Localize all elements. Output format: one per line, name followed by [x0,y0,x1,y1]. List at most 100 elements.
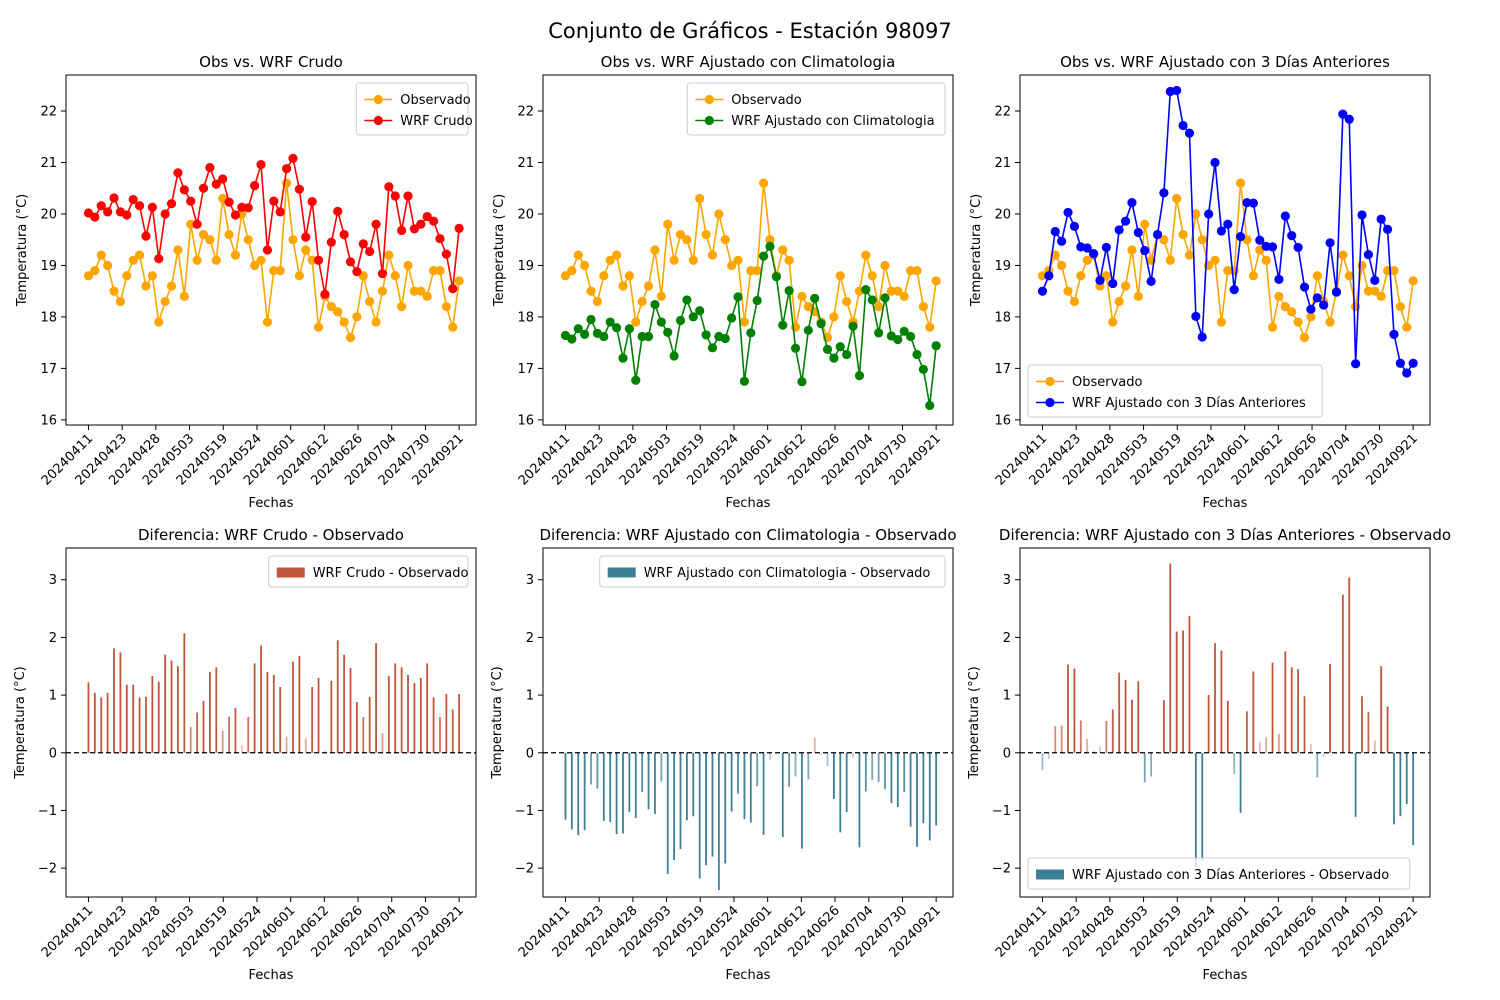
observado-point [599,271,609,281]
observado-point [643,281,654,291]
diff-bar [1079,720,1082,753]
chart-panel-6: Diferencia: WRF Ajustado con 3 Días Ante… [967,526,1451,983]
observado-point [1076,271,1086,281]
observado-point [288,235,298,245]
observado-point [835,271,845,281]
wrf_3dias-point [1344,114,1354,124]
observado-point [867,271,877,281]
x-axis-label: Fechas [726,496,771,511]
diff-bar [590,752,592,785]
wrf_3dias-point [1063,207,1073,218]
wrf_crudo-point [154,254,164,264]
wrf_3dias-point [1159,188,1169,198]
observado-point [1299,332,1310,343]
diff-bar [698,752,701,879]
wrf_3dias-point [1088,249,1099,259]
wrf_crudo-point [416,219,426,229]
y-tick-label: 0 [526,746,534,761]
diff-bar [145,696,147,753]
observado-point [454,276,464,286]
diff-bar [1348,577,1351,753]
diff-bar [419,677,422,753]
wrf_3dias-point [1370,275,1380,285]
wrf_clima-point [631,375,641,385]
wrf_clima-point [867,295,877,305]
observado-point [861,250,871,260]
observado-point [109,286,119,296]
wrf_crudo-point [275,207,285,217]
diff-bar [228,716,230,753]
observado-point [624,271,634,281]
diff-bar [756,752,759,787]
observado-point [192,255,202,265]
observado-point [880,260,890,271]
wrf_3dias-point [1408,358,1418,368]
observado-point [1235,178,1246,188]
wrf_crudo-point [365,246,375,257]
diff-bar [577,752,580,836]
legend-swatch-marker [373,94,383,105]
wrf_crudo-point [435,234,445,244]
diff-bar [1194,752,1197,868]
wrf_3dias-point [1287,230,1297,241]
wrf_crudo-point [288,153,298,163]
diff-bar [1386,706,1389,753]
diff-bar [884,752,886,790]
wrf_crudo-point [103,207,113,217]
chart-title: Diferencia: WRF Ajustado con 3 Días Ante… [999,526,1451,544]
wrf_3dias-point [1178,120,1188,131]
diff-bar [935,752,938,826]
diff-bar [724,752,727,864]
y-tick-label: 21 [994,156,1011,171]
wrf_3dias-point [1057,236,1067,246]
diff-bar [1214,643,1216,753]
wrf_crudo-point [301,232,311,242]
legend-box [599,555,946,588]
wrf_clima-point [675,315,686,326]
diff-bar [311,687,314,753]
wrf_clima-point [880,293,890,303]
chart-panel-5: Diferencia: WRF Ajustado con Climatologi… [490,526,957,983]
wrf_clima-point [931,341,941,351]
wrf_clima-point [611,323,622,333]
observado-point [352,312,362,322]
wrf_crudo-point [262,245,273,255]
diff-bar [705,752,707,866]
legend-box [686,82,946,136]
y-tick-label: 2 [526,631,534,646]
observado-point [829,312,839,322]
legend-label: WRF Ajustado con Climatologia [731,114,934,129]
legend: WRF Ajustado con 3 Días Anteriores - Obs… [1027,857,1411,890]
legend-swatch-marker [704,115,714,126]
y-tick-label: 22 [517,105,534,120]
wrf_crudo-point [179,185,189,195]
x-axis-label: Fechas [249,496,294,511]
chart-panel-1: Obs vs. WRF Crudo16171819202122202404112… [15,53,477,511]
legend-box [355,82,469,136]
wrf_clima-point [573,324,583,334]
diff-bar [1290,667,1293,753]
wrf_clima-point [854,370,865,381]
diff-bar [622,752,624,834]
wrf_3dias-point [1363,250,1374,260]
diff-bar [106,692,109,753]
diff-bar [87,682,90,753]
diff-bar [1086,738,1089,753]
diff-bar [666,752,669,874]
wrf_clima-point [899,326,909,336]
diff-bar [1303,696,1306,753]
wrf_3dias-point [1293,242,1303,253]
diff-bar [1412,752,1415,846]
y-tick-label: 20 [994,207,1011,222]
wrf_clima-point [605,317,615,327]
observado-point [631,317,641,327]
diff-bar [928,752,931,841]
diff-bar [1099,746,1101,753]
wrf_crudo-point [441,249,451,259]
wrf_3dias-point [1197,332,1207,342]
diff-bar [387,676,390,753]
wrf_3dias-point [1312,293,1322,303]
wrf_clima-point [701,330,711,340]
diff-bar [1297,669,1300,753]
legend-label: WRF Ajustado con 3 Días Anteriores [1072,396,1306,411]
